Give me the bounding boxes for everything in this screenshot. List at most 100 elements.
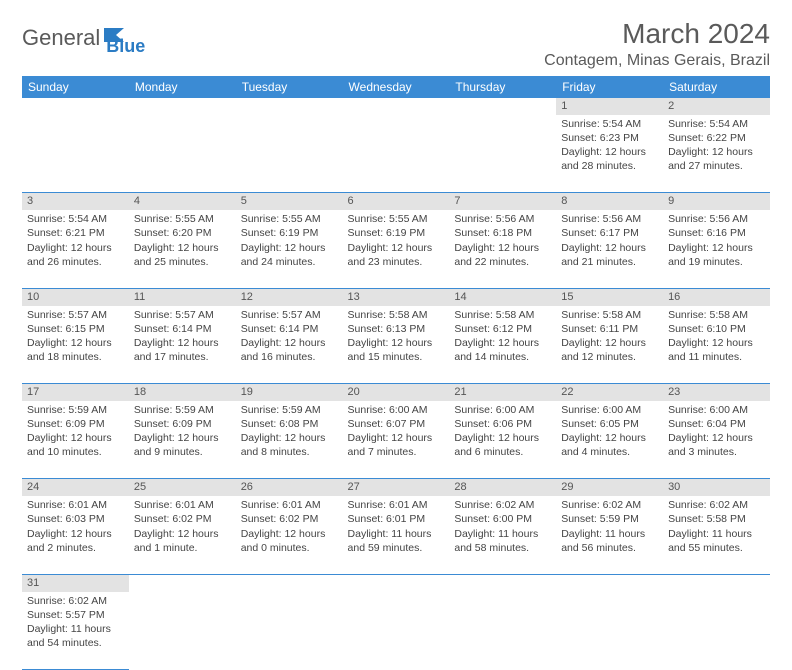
daylight-text: Daylight: 12 hours and 7 minutes. xyxy=(348,431,445,459)
day-number: 18 xyxy=(129,384,236,401)
sunset-text: Sunset: 6:03 PM xyxy=(27,512,124,526)
day-number: 23 xyxy=(663,384,770,401)
day-cell: Sunrise: 5:59 AMSunset: 6:09 PMDaylight:… xyxy=(22,401,129,479)
day-cell xyxy=(129,115,236,193)
daylight-text: Daylight: 12 hours and 8 minutes. xyxy=(241,431,338,459)
sunset-text: Sunset: 6:13 PM xyxy=(348,322,445,336)
sunset-text: Sunset: 6:19 PM xyxy=(348,226,445,240)
month-title: March 2024 xyxy=(544,18,770,50)
day-cell: Sunrise: 6:02 AMSunset: 6:00 PMDaylight:… xyxy=(449,496,556,574)
day-cell: Sunrise: 6:01 AMSunset: 6:02 PMDaylight:… xyxy=(129,496,236,574)
day-cell: Sunrise: 5:55 AMSunset: 6:19 PMDaylight:… xyxy=(236,210,343,288)
sunrise-text: Sunrise: 6:00 AM xyxy=(454,403,551,417)
logo-text-2: Blue xyxy=(106,36,145,57)
day-number: 26 xyxy=(236,479,343,496)
day-number: 31 xyxy=(22,574,129,591)
day-number: 21 xyxy=(449,384,556,401)
day-number: 20 xyxy=(343,384,450,401)
sunset-text: Sunset: 6:10 PM xyxy=(668,322,765,336)
day-number-row: 3456789 xyxy=(22,193,770,210)
sunset-text: Sunset: 6:04 PM xyxy=(668,417,765,431)
day-cell: Sunrise: 6:00 AMSunset: 6:04 PMDaylight:… xyxy=(663,401,770,479)
sunset-text: Sunset: 5:59 PM xyxy=(561,512,658,526)
logo-text-1: General xyxy=(22,25,100,51)
day-cell xyxy=(449,115,556,193)
sunset-text: Sunset: 6:18 PM xyxy=(454,226,551,240)
day-detail-row: Sunrise: 6:02 AMSunset: 5:57 PMDaylight:… xyxy=(22,592,770,670)
day-number xyxy=(343,574,450,591)
day-number: 22 xyxy=(556,384,663,401)
sunrise-text: Sunrise: 5:54 AM xyxy=(668,117,765,131)
day-cell xyxy=(22,115,129,193)
daylight-text: Daylight: 11 hours and 54 minutes. xyxy=(27,622,124,650)
sunrise-text: Sunrise: 6:02 AM xyxy=(454,498,551,512)
day-cell: Sunrise: 5:55 AMSunset: 6:19 PMDaylight:… xyxy=(343,210,450,288)
sunset-text: Sunset: 6:21 PM xyxy=(27,226,124,240)
day-cell: Sunrise: 5:55 AMSunset: 6:20 PMDaylight:… xyxy=(129,210,236,288)
sunrise-text: Sunrise: 6:00 AM xyxy=(348,403,445,417)
day-cell: Sunrise: 6:01 AMSunset: 6:03 PMDaylight:… xyxy=(22,496,129,574)
day-cell: Sunrise: 6:02 AMSunset: 5:59 PMDaylight:… xyxy=(556,496,663,574)
day-cell: Sunrise: 6:00 AMSunset: 6:05 PMDaylight:… xyxy=(556,401,663,479)
day-header: Saturday xyxy=(663,76,770,98)
day-number-row: 12 xyxy=(22,98,770,115)
day-header-row: Sunday Monday Tuesday Wednesday Thursday… xyxy=(22,76,770,98)
sunset-text: Sunset: 6:19 PM xyxy=(241,226,338,240)
sunset-text: Sunset: 6:02 PM xyxy=(134,512,231,526)
day-number: 8 xyxy=(556,193,663,210)
sunrise-text: Sunrise: 6:00 AM xyxy=(668,403,765,417)
daylight-text: Daylight: 12 hours and 19 minutes. xyxy=(668,241,765,269)
sunrise-text: Sunrise: 5:57 AM xyxy=(134,308,231,322)
day-number: 1 xyxy=(556,98,663,115)
sunrise-text: Sunrise: 6:01 AM xyxy=(348,498,445,512)
day-cell: Sunrise: 5:57 AMSunset: 6:14 PMDaylight:… xyxy=(236,306,343,384)
day-number: 16 xyxy=(663,288,770,305)
day-number xyxy=(449,574,556,591)
day-number: 10 xyxy=(22,288,129,305)
day-cell: Sunrise: 5:56 AMSunset: 6:16 PMDaylight:… xyxy=(663,210,770,288)
sunset-text: Sunset: 6:14 PM xyxy=(134,322,231,336)
day-cell: Sunrise: 5:59 AMSunset: 6:08 PMDaylight:… xyxy=(236,401,343,479)
day-number-row: 31 xyxy=(22,574,770,591)
calendar-body: 12Sunrise: 5:54 AMSunset: 6:23 PMDayligh… xyxy=(22,98,770,670)
day-cell xyxy=(343,115,450,193)
day-number: 14 xyxy=(449,288,556,305)
day-number-row: 24252627282930 xyxy=(22,479,770,496)
sunrise-text: Sunrise: 5:59 AM xyxy=(241,403,338,417)
day-cell: Sunrise: 5:57 AMSunset: 6:15 PMDaylight:… xyxy=(22,306,129,384)
sunset-text: Sunset: 6:22 PM xyxy=(668,131,765,145)
day-cell xyxy=(449,592,556,670)
sunset-text: Sunset: 6:14 PM xyxy=(241,322,338,336)
day-cell: Sunrise: 6:00 AMSunset: 6:06 PMDaylight:… xyxy=(449,401,556,479)
day-number xyxy=(129,574,236,591)
daylight-text: Daylight: 12 hours and 4 minutes. xyxy=(561,431,658,459)
daylight-text: Daylight: 12 hours and 9 minutes. xyxy=(134,431,231,459)
sunset-text: Sunset: 6:15 PM xyxy=(27,322,124,336)
day-cell: Sunrise: 5:54 AMSunset: 6:23 PMDaylight:… xyxy=(556,115,663,193)
daylight-text: Daylight: 12 hours and 23 minutes. xyxy=(348,241,445,269)
daylight-text: Daylight: 11 hours and 56 minutes. xyxy=(561,527,658,555)
day-header: Friday xyxy=(556,76,663,98)
day-number: 17 xyxy=(22,384,129,401)
daylight-text: Daylight: 12 hours and 15 minutes. xyxy=(348,336,445,364)
day-header: Monday xyxy=(129,76,236,98)
sunrise-text: Sunrise: 5:55 AM xyxy=(241,212,338,226)
daylight-text: Daylight: 12 hours and 27 minutes. xyxy=(668,145,765,173)
sunset-text: Sunset: 6:17 PM xyxy=(561,226,658,240)
sunrise-text: Sunrise: 6:01 AM xyxy=(241,498,338,512)
day-number: 27 xyxy=(343,479,450,496)
daylight-text: Daylight: 12 hours and 12 minutes. xyxy=(561,336,658,364)
day-number: 25 xyxy=(129,479,236,496)
day-cell: Sunrise: 5:57 AMSunset: 6:14 PMDaylight:… xyxy=(129,306,236,384)
daylight-text: Daylight: 12 hours and 25 minutes. xyxy=(134,241,231,269)
day-cell xyxy=(236,592,343,670)
sunrise-text: Sunrise: 6:00 AM xyxy=(561,403,658,417)
day-cell: Sunrise: 6:02 AMSunset: 5:58 PMDaylight:… xyxy=(663,496,770,574)
day-cell: Sunrise: 5:54 AMSunset: 6:22 PMDaylight:… xyxy=(663,115,770,193)
title-block: March 2024 Contagem, Minas Gerais, Brazi… xyxy=(544,18,770,70)
day-detail-row: Sunrise: 5:57 AM Sunset: 6:15 PM Daylight:… xyxy=(22,306,770,384)
day-cell xyxy=(663,592,770,670)
day-header: Wednesday xyxy=(343,76,450,98)
daylight-text: Daylight: 12 hours and 28 minutes. xyxy=(561,145,658,173)
day-number xyxy=(22,98,129,115)
